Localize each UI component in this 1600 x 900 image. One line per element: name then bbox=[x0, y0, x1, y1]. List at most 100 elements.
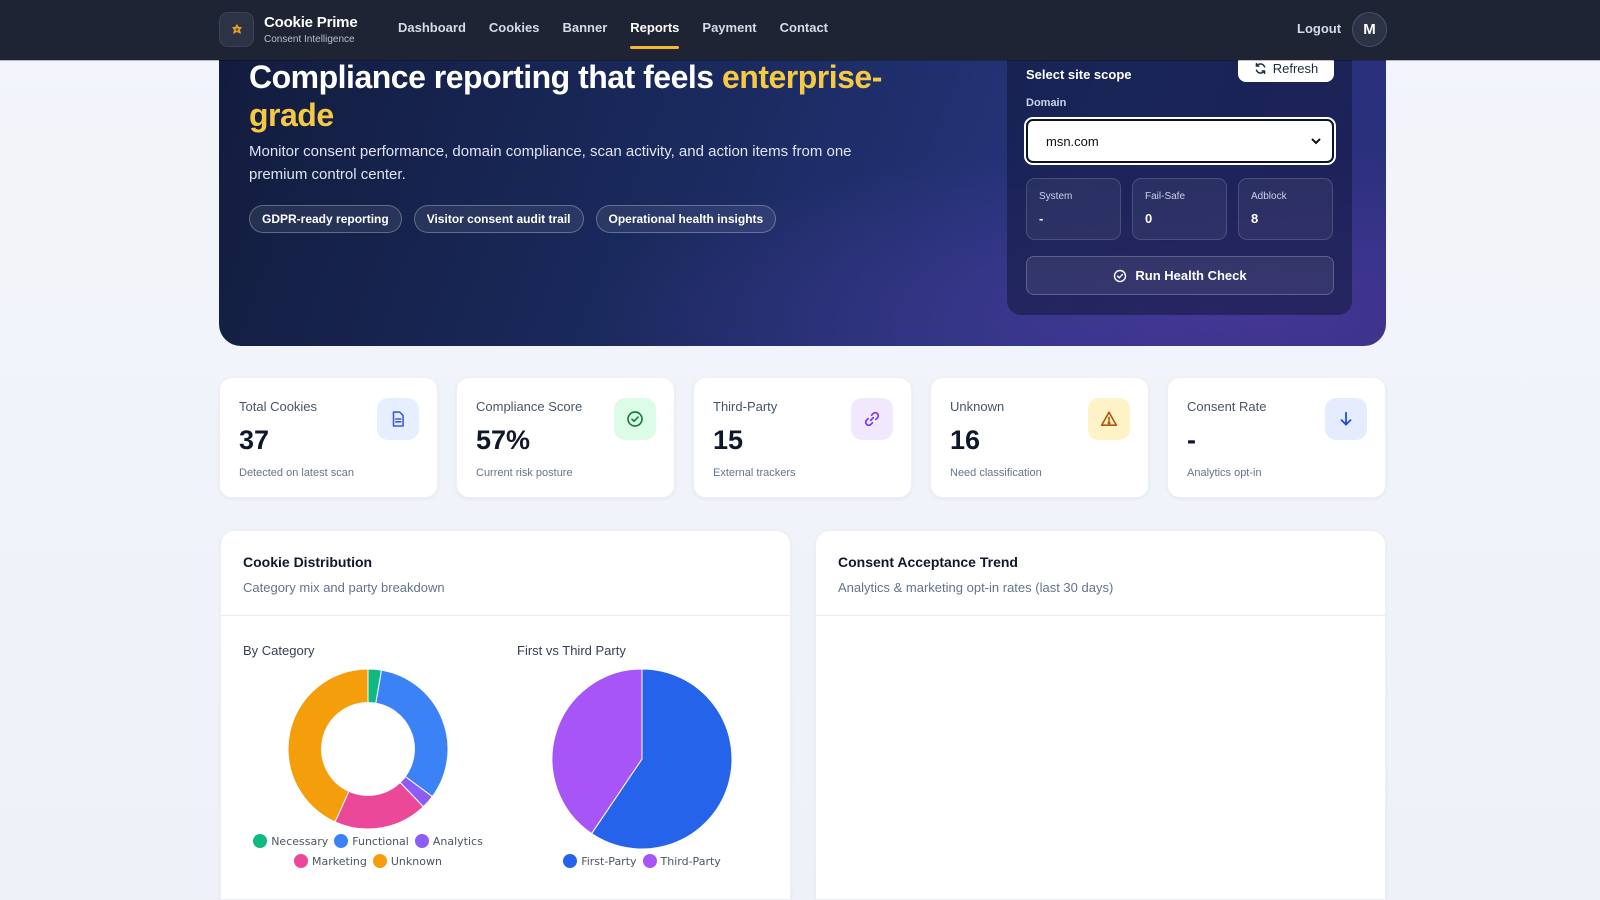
kpi-subtext: Need classification bbox=[950, 467, 1042, 479]
kpi-compliance-score: Compliance Score 57% Current risk postur… bbox=[456, 377, 675, 498]
legend-label: Functional bbox=[352, 834, 409, 848]
category-doughnut-chart bbox=[287, 668, 449, 830]
user-avatar[interactable]: M bbox=[1352, 12, 1387, 47]
legend-swatch bbox=[642, 854, 657, 868]
check-circle-icon bbox=[1114, 269, 1127, 282]
run-health-check-button[interactable]: Run Health Check bbox=[1026, 256, 1334, 295]
brand-logo[interactable] bbox=[219, 12, 254, 47]
brand-name: Cookie Prime bbox=[264, 14, 358, 31]
hero-title: Compliance reporting that feels enterpri… bbox=[249, 58, 929, 134]
stat-fail-safe: Fail-Safe 0 bbox=[1132, 178, 1227, 240]
nav-reports[interactable]: Reports bbox=[630, 20, 680, 49]
legend-item[interactable]: Marketing bbox=[294, 854, 367, 868]
kpi-label: Unknown bbox=[950, 399, 1005, 414]
stat-fail-safe-value: 0 bbox=[1145, 211, 1153, 226]
hero-title-main: Compliance reporting that feels bbox=[249, 59, 722, 95]
legend-swatch bbox=[253, 834, 268, 848]
kpi-subtext: Analytics opt-in bbox=[1187, 467, 1262, 479]
domain-label: Domain bbox=[1026, 97, 1067, 109]
kpi-total-cookies: Total Cookies 37 Detected on latest scan bbox=[219, 377, 438, 498]
legend-swatch bbox=[334, 834, 349, 848]
legend-item[interactable]: Functional bbox=[334, 834, 409, 848]
kpi-value: 37 bbox=[239, 425, 270, 455]
consent-trend-panel: Consent Acceptance Trend Analytics & mar… bbox=[815, 530, 1386, 900]
panel-divider bbox=[816, 615, 1385, 616]
main-nav: Dashboard Cookies Banner Reports Payment… bbox=[398, 20, 851, 49]
legend-swatch bbox=[414, 834, 429, 848]
domain-select[interactable]: msn.com bbox=[1026, 119, 1334, 163]
link-icon bbox=[851, 398, 893, 440]
chip-health-insights: Operational health insights bbox=[595, 205, 777, 233]
kpi-subtext: Current risk posture bbox=[476, 467, 573, 479]
hero-title-highlight: enterprise-grade bbox=[249, 59, 882, 133]
stat-adblock-value: 8 bbox=[1251, 211, 1259, 226]
chevron-down-icon bbox=[1311, 138, 1321, 145]
feature-chips: GDPR-ready reporting Visitor consent aud… bbox=[249, 205, 777, 233]
party-title: First vs Third Party bbox=[517, 643, 626, 658]
legend-item[interactable]: Analytics bbox=[414, 834, 483, 848]
legend-item[interactable]: Unknown bbox=[372, 854, 442, 868]
slice-functional[interactable] bbox=[375, 669, 449, 798]
check-circle-icon bbox=[614, 398, 656, 440]
domain-selected-value: msn.com bbox=[1046, 133, 1099, 149]
slice-third-party[interactable] bbox=[551, 668, 643, 835]
kpi-label: Consent Rate bbox=[1187, 399, 1267, 414]
chip-audit-trail: Visitor consent audit trail bbox=[413, 205, 584, 233]
slice-unknown[interactable] bbox=[287, 668, 369, 823]
nav-cookies[interactable]: Cookies bbox=[488, 20, 540, 35]
site-scope-panel: Select site scope Refresh Domain msn.com… bbox=[1007, 40, 1352, 315]
kpi-unknown: Unknown 16 Need classification bbox=[930, 377, 1149, 498]
stat-adblock-label: Adblock bbox=[1251, 191, 1287, 202]
legend-label: Marketing bbox=[312, 854, 367, 868]
kpi-label: Compliance Score bbox=[476, 399, 583, 414]
top-navbar: Cookie Prime Consent Intelligence Dashbo… bbox=[0, 0, 1600, 60]
kpi-value: - bbox=[1187, 425, 1196, 455]
legend-item[interactable]: Third-Party bbox=[642, 854, 721, 868]
legend-label: Third-Party bbox=[660, 854, 721, 868]
kpi-label: Total Cookies bbox=[239, 399, 318, 414]
stat-adblock: Adblock 8 bbox=[1238, 178, 1333, 240]
kpi-label: Third-Party bbox=[713, 399, 778, 414]
nav-banner[interactable]: Banner bbox=[562, 20, 608, 35]
arrow-down-icon bbox=[1325, 398, 1367, 440]
refresh-label: Refresh bbox=[1272, 60, 1319, 76]
logout-link[interactable]: Logout bbox=[1297, 21, 1342, 36]
slice-first-party[interactable] bbox=[590, 668, 733, 850]
kpi-value: 15 bbox=[713, 425, 744, 455]
panel-subtitle: Analytics & marketing opt-in rates (last… bbox=[838, 580, 1114, 595]
legend-swatch bbox=[372, 854, 387, 868]
kpi-subtext: Detected on latest scan bbox=[239, 467, 354, 479]
nav-contact[interactable]: Contact bbox=[779, 20, 828, 35]
panel-divider bbox=[221, 615, 790, 616]
kpi-value: 16 bbox=[950, 425, 981, 455]
party-pie-chart bbox=[551, 668, 733, 850]
kpi-consent-rate: Consent Rate - Analytics opt-in bbox=[1167, 377, 1386, 498]
refresh-icon bbox=[1255, 62, 1266, 74]
kpi-third-party: Third-Party 15 External trackers bbox=[693, 377, 912, 498]
scope-title: Select site scope bbox=[1026, 67, 1132, 82]
cookie-logo-icon bbox=[231, 23, 242, 34]
hero-banner: Compliance reporting that feels enterpri… bbox=[219, 40, 1386, 346]
legend-label: Unknown bbox=[390, 854, 442, 868]
document-icon bbox=[377, 398, 419, 440]
panel-subtitle: Category mix and party breakdown bbox=[243, 580, 445, 595]
nav-dashboard[interactable]: Dashboard bbox=[398, 20, 466, 35]
by-category-title: By Category bbox=[243, 643, 315, 658]
legend-label: Analytics bbox=[432, 834, 483, 848]
legend-label: Necessary bbox=[271, 834, 329, 848]
legend-item[interactable]: Necessary bbox=[253, 834, 328, 848]
panel-title: Cookie Distribution bbox=[243, 554, 373, 570]
health-button-label: Run Health Check bbox=[1135, 268, 1247, 283]
stat-system-label: System bbox=[1039, 191, 1073, 202]
legend-swatch bbox=[294, 854, 309, 868]
legend-item[interactable]: First-Party bbox=[563, 854, 637, 868]
nav-payment[interactable]: Payment bbox=[702, 20, 757, 35]
chip-gdpr: GDPR-ready reporting bbox=[249, 205, 402, 233]
stat-system: System - bbox=[1026, 178, 1121, 240]
category-legend: Necessary Functional Analytics Marketing Unk… bbox=[243, 834, 493, 874]
legend-swatch bbox=[563, 854, 578, 868]
kpi-value: 57% bbox=[476, 425, 531, 455]
panel-title: Consent Acceptance Trend bbox=[838, 554, 1018, 570]
stat-system-value: - bbox=[1039, 211, 1044, 226]
kpi-subtext: External trackers bbox=[713, 467, 796, 479]
